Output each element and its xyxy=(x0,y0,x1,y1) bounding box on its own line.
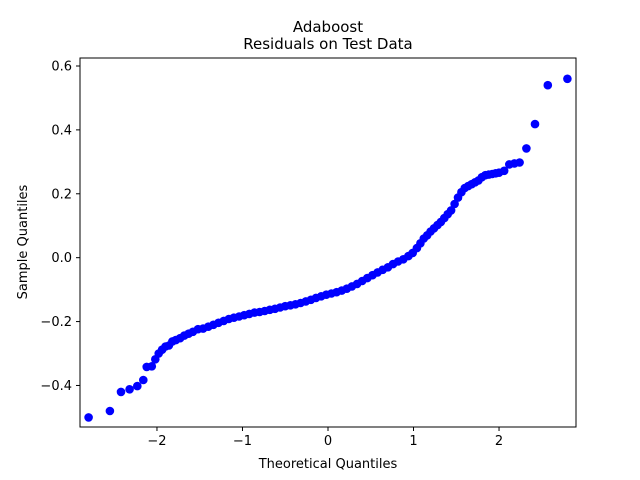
data-point-92 xyxy=(530,119,540,129)
data-point-73 xyxy=(450,199,459,209)
data-point-7 xyxy=(147,362,157,371)
data-point-72 xyxy=(446,206,456,215)
y-axis-ticks: −0.4 −0.2 0.0 0.2 0.4 0.6 xyxy=(40,59,80,394)
data-point-2 xyxy=(116,387,126,397)
y-tick-label: 0.6 xyxy=(51,59,72,74)
y-tick-label: 0.2 xyxy=(51,187,72,202)
chart-title: Adaboost xyxy=(293,18,363,36)
x-tick-label: 0 xyxy=(324,434,332,449)
y-tick-label: −0.4 xyxy=(40,379,72,394)
data-point-90 xyxy=(515,158,524,167)
x-axis-label: Theoretical Quantiles xyxy=(258,457,398,472)
y-tick-label: 0.4 xyxy=(51,123,72,138)
data-point-91 xyxy=(522,144,531,153)
plot-frame xyxy=(79,57,577,428)
data-point-93 xyxy=(543,80,553,90)
x-tick-label: −1 xyxy=(233,434,252,449)
data-point-0 xyxy=(84,413,93,422)
x-tick-label: 1 xyxy=(409,434,417,449)
data-point-4 xyxy=(133,381,142,391)
data-point-87 xyxy=(499,166,509,176)
data-point-5 xyxy=(139,375,148,385)
chart-subtitle: Residuals on Test Data xyxy=(243,35,413,53)
data-point-94 xyxy=(563,74,572,84)
y-tick-label: −0.2 xyxy=(40,315,72,330)
y-axis-label: Sample Quantiles xyxy=(16,184,31,299)
x-tick-label: 2 xyxy=(495,434,503,449)
data-point-1 xyxy=(105,406,115,416)
data-point-3 xyxy=(125,385,134,394)
data-points xyxy=(84,74,572,422)
y-tick-label: 0.0 xyxy=(51,251,72,266)
x-tick-label: −2 xyxy=(147,434,166,449)
x-axis-ticks: −2 −1 0 1 2 xyxy=(147,427,503,449)
